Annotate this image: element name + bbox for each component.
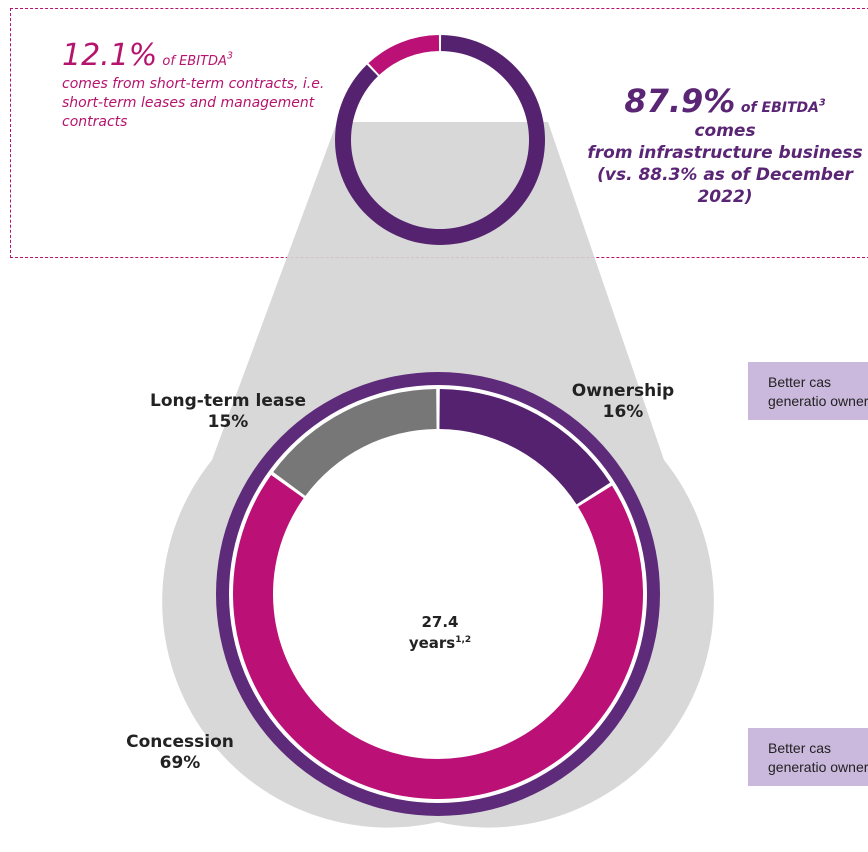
slice-short-term-contracts — [368, 35, 440, 75]
side-note-top-text: Better cas generatio ownershi — [768, 374, 868, 409]
infrastructure-description-line1: comes — [694, 121, 756, 141]
long-term-lease-label: Long-term lease 15% — [118, 391, 338, 433]
concession-label: Concession 69% — [100, 732, 260, 774]
concession-pct: 69% — [159, 753, 201, 773]
short-term-description: comes from short-term contracts, i.e. sh… — [62, 76, 325, 130]
duration-unit: years — [408, 634, 456, 652]
duration-footnote: 1,2 — [455, 635, 472, 645]
slice-long-term-lease — [273, 389, 437, 496]
infrastructure-value: 87.9% — [624, 82, 736, 120]
small-donut-chart — [335, 35, 546, 246]
ownership-label: Ownership 16% — [548, 381, 698, 423]
duration-value: 27.4 — [421, 613, 459, 631]
side-note-bottom-text: Better cas generatio ownershi — [768, 740, 868, 775]
infrastructure-suffix: of EBITDA — [740, 100, 819, 116]
slice-concession — [233, 474, 644, 799]
outer-ring-gap — [229, 385, 647, 803]
ownership-pct: 16% — [602, 402, 644, 422]
long-term-lease-name: Long-term lease — [150, 391, 306, 411]
short-term-suffix: of EBITDA — [162, 54, 227, 69]
short-term-value: 12.1% — [62, 38, 158, 73]
average-remaining-duration: 27.4 years1,2 — [380, 612, 500, 654]
side-note-bottom: Better cas generatio ownershi — [748, 728, 868, 786]
infrastructure-callout: 87.9% of EBITDA3 comes from infrastructu… — [580, 82, 868, 208]
infrastructure-description-line2: from infrastructure business (vs. 88.3% … — [587, 143, 863, 207]
short-term-callout: 12.1% of EBITDA3 comes from short-term c… — [62, 38, 332, 132]
ownership-name: Ownership — [571, 381, 675, 401]
infrastructure-footnote: 3 — [818, 97, 826, 109]
short-term-footnote: 3 — [226, 50, 233, 62]
big-donut-chart — [233, 389, 644, 799]
slice-ownership — [439, 389, 611, 505]
side-note-top: Better cas generatio ownershi — [748, 362, 868, 420]
long-term-lease-pct: 15% — [207, 412, 249, 432]
concession-name: Concession — [126, 732, 234, 752]
